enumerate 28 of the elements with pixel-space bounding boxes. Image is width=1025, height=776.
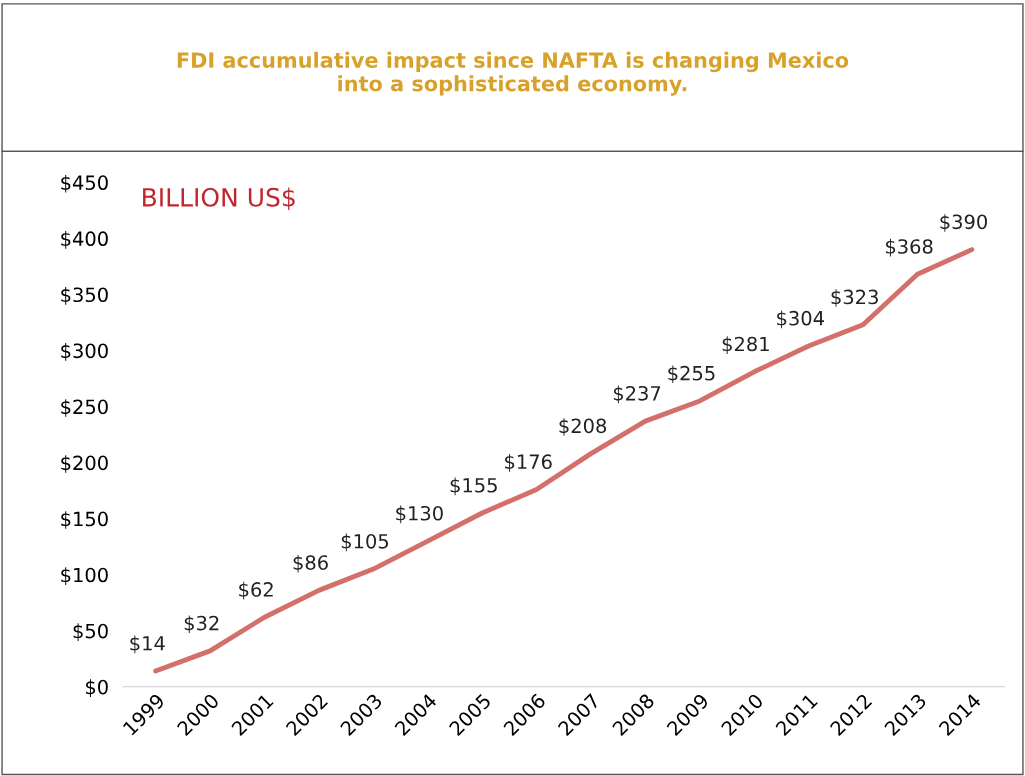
y-tick-label: $350 (61, 287, 108, 305)
chart-title: FDI accumulative impact since NAFTA is changing Mexico into a sophisticated economy. (177, 51, 849, 96)
text: $237 (613, 385, 661, 404)
text: $155 (450, 477, 497, 496)
text: $208 (559, 418, 607, 436)
y-tick-label: $150 (61, 511, 108, 529)
text: $255 (668, 365, 715, 384)
text: $176 (505, 454, 552, 472)
y-tick-label: $0 (85, 679, 108, 698)
y-tick-label: $400 (61, 231, 108, 249)
y-tick-label: $300 (61, 343, 108, 361)
y-tick-label: $100 (61, 567, 108, 585)
text: $105 (341, 533, 389, 552)
y-tick-label: $250 (61, 399, 108, 417)
y-tick-label: $50 (73, 623, 108, 641)
text: $62 (239, 581, 273, 600)
y-tick-label: $200 (61, 455, 108, 473)
text: $323 (831, 289, 878, 307)
text: $86 (293, 554, 328, 573)
text: $304 (777, 310, 824, 329)
text: $368 (885, 238, 933, 257)
text: $390 (940, 214, 987, 232)
text: $130 (396, 505, 443, 524)
text: $14 (130, 635, 165, 654)
annotation: BILLION US$ (143, 187, 295, 211)
text: $32 (184, 615, 219, 634)
y-tick-label: $450 (61, 174, 108, 193)
text: $281 (722, 336, 769, 354)
